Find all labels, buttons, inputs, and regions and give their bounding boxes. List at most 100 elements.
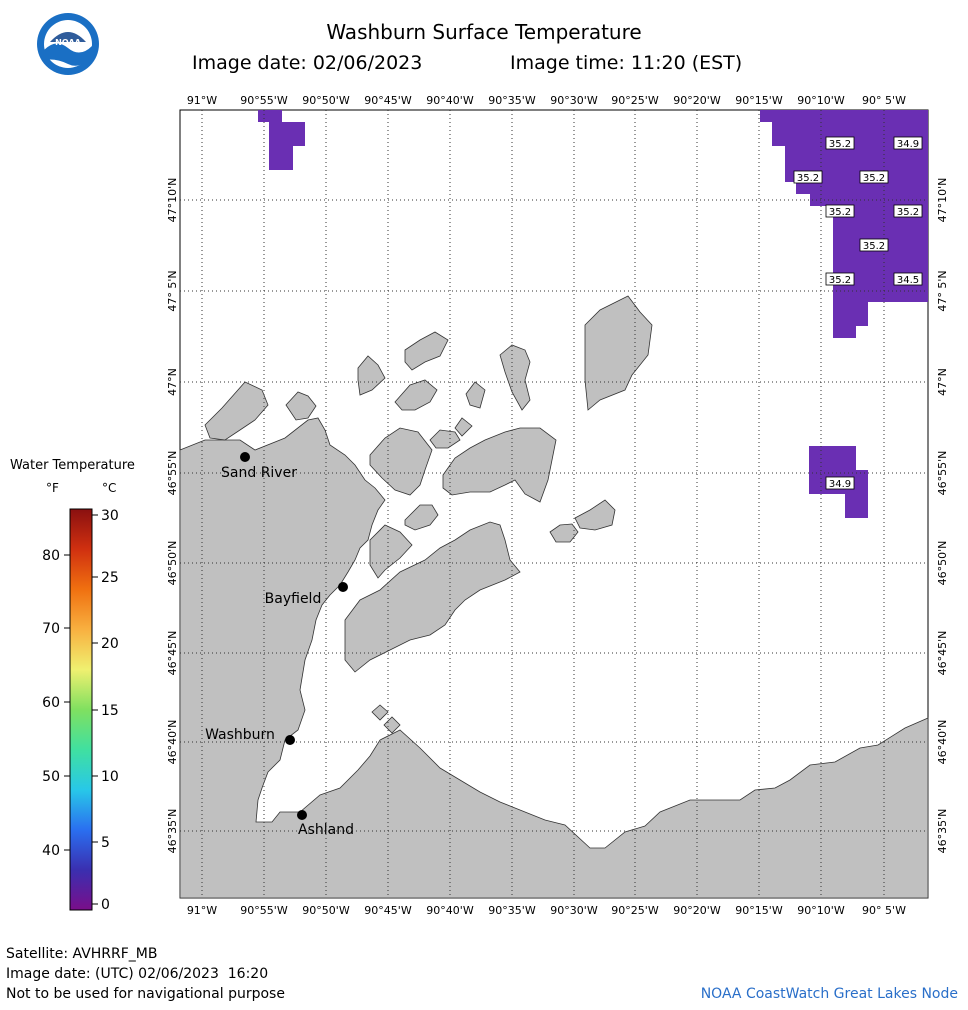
temperature-label: 35.2 xyxy=(825,204,855,218)
legend-f-tick: 50 xyxy=(42,769,60,785)
legend-f-tick: 70 xyxy=(42,621,60,637)
svg-text:35.2: 35.2 xyxy=(829,207,851,218)
logo-text: NOAA xyxy=(55,38,81,47)
lon-label: 91°W xyxy=(187,94,217,107)
lon-label: 90°45'W xyxy=(364,94,412,107)
latitude-labels-right: 47°10'N 47° 5'N 47°N 46°55'N 46°50'N 46°45'N 4… xyxy=(936,178,949,854)
lon-label: 90°30'W xyxy=(550,904,598,917)
lon-label: 91°W xyxy=(187,904,217,917)
lon-label: 90°25'W xyxy=(611,94,659,107)
lat-label: 47°N xyxy=(166,368,179,396)
svg-text:Ashland: Ashland xyxy=(298,822,354,838)
lat-label: 46°40'N xyxy=(166,720,179,765)
lat-label: 46°45'N xyxy=(936,631,949,676)
legend-f-tick: 80 xyxy=(42,548,60,564)
lat-label: 47°10'N xyxy=(936,178,949,223)
temperature-labels: 35.2 34.9 35.2 35.2 35.2 35.2 35.2 35.2 34.5 34.9 xyxy=(793,136,923,490)
lat-label: 46°50'N xyxy=(936,541,949,586)
city-bayfield: Bayfield xyxy=(265,582,348,607)
lon-label: 90°10'W xyxy=(797,94,845,107)
lon-label: 90°35'W xyxy=(488,94,536,107)
legend-c-tick: 20 xyxy=(101,636,119,652)
lon-label: 90°50'W xyxy=(302,904,350,917)
city-ashland: Ashland xyxy=(297,810,354,838)
temperature-label: 34.9 xyxy=(893,136,923,150)
svg-text:Bayfield: Bayfield xyxy=(265,591,322,607)
temperature-label: 35.2 xyxy=(793,170,823,184)
svg-text:34.9: 34.9 xyxy=(897,139,919,150)
temperature-label: 35.2 xyxy=(825,272,855,286)
lat-label: 46°35'N xyxy=(936,809,949,854)
legend-c-tick: 5 xyxy=(101,835,110,851)
temperature-label: 35.2 xyxy=(825,136,855,150)
lon-label: 90°45'W xyxy=(364,904,412,917)
svg-text:34.9: 34.9 xyxy=(829,479,851,490)
lat-lon-grid xyxy=(180,110,928,898)
satellite-label: Satellite: AVHRRF_MB xyxy=(6,946,158,962)
image-date-label: Image date: 02/06/2023 xyxy=(192,52,423,74)
lon-label: 90°30'W xyxy=(550,94,598,107)
lat-label: 46°40'N xyxy=(936,720,949,765)
lat-label: 47°N xyxy=(936,368,949,396)
svg-text:Washburn: Washburn xyxy=(205,727,275,743)
legend-colorbar xyxy=(69,508,93,911)
temperature-label: 35.2 xyxy=(893,204,923,218)
lat-label: 47° 5'N xyxy=(936,270,949,311)
lat-label: 46°35'N xyxy=(166,809,179,854)
legend-c-tick: 10 xyxy=(101,769,119,785)
lon-label: 90°55'W xyxy=(240,904,288,917)
legend-f-tick: 40 xyxy=(42,843,60,859)
lat-label: 46°45'N xyxy=(166,631,179,676)
svg-text:35.2: 35.2 xyxy=(863,241,885,252)
latitude-labels-left: 47°10'N 47° 5'N 47°N 46°55'N 46°50'N 46°45'N 4… xyxy=(166,178,179,854)
land-areas xyxy=(179,295,929,899)
lat-label: 46°50'N xyxy=(166,541,179,586)
svg-text:35.2: 35.2 xyxy=(863,173,885,184)
lon-label: 90°35'W xyxy=(488,904,536,917)
svg-text:35.2: 35.2 xyxy=(797,173,819,184)
lon-label: 90°15'W xyxy=(735,904,783,917)
utc-date-label: Image date: (UTC) 02/06/2023 16:20 xyxy=(6,966,269,982)
noaa-logo: NOAA xyxy=(37,13,99,75)
lon-label: 90°50'W xyxy=(302,94,350,107)
city-sand-river: Sand River xyxy=(221,452,297,481)
legend-title: Water Temperature xyxy=(10,458,135,473)
lon-label: 90°40'W xyxy=(426,904,474,917)
temperature-label: 34.9 xyxy=(825,476,855,490)
image-time-label: Image time: 11:20 (EST) xyxy=(510,52,743,74)
lon-label: 90°40'W xyxy=(426,94,474,107)
temperature-label: 34.5 xyxy=(893,272,923,286)
lat-label: 46°55'N xyxy=(166,451,179,496)
lon-label: 90°25'W xyxy=(611,904,659,917)
lon-label: 90°15'W xyxy=(735,94,783,107)
lat-label: 46°55'N xyxy=(936,451,949,496)
disclaimer-label: Not to be used for navigational purpose xyxy=(6,986,285,1002)
lon-label: 90°20'W xyxy=(673,94,721,107)
longitude-labels-top: 91°W 90°55'W 90°50'W 90°45'W 90°40'W 90°35'W 9… xyxy=(187,94,906,107)
svg-text:35.2: 35.2 xyxy=(829,275,851,286)
temperature-label: 35.2 xyxy=(859,238,889,252)
lon-label: 90° 5'W xyxy=(862,904,906,917)
lat-label: 47°10'N xyxy=(166,178,179,223)
svg-text:35.2: 35.2 xyxy=(829,139,851,150)
svg-text:Sand River: Sand River xyxy=(221,465,297,481)
lon-label: 90°20'W xyxy=(673,904,721,917)
longitude-labels-bottom: 91°W 90°55'W 90°50'W 90°45'W 90°40'W 90°35'W 9… xyxy=(187,904,906,917)
legend-unit-c: °C xyxy=(102,481,117,495)
legend-unit-f: °F xyxy=(46,481,59,495)
lon-label: 90°10'W xyxy=(797,904,845,917)
svg-text:35.2: 35.2 xyxy=(897,207,919,218)
legend-c-tick: 25 xyxy=(101,570,119,586)
city-washburn: Washburn xyxy=(205,727,295,745)
lat-label: 47° 5'N xyxy=(166,270,179,311)
svg-text:34.5: 34.5 xyxy=(897,275,919,286)
credit-label: NOAA CoastWatch Great Lakes Node xyxy=(700,986,958,1002)
lon-label: 90°55'W xyxy=(240,94,288,107)
legend-f-tick: 60 xyxy=(42,695,60,711)
temperature-label: 35.2 xyxy=(859,170,889,184)
map-title: Washburn Surface Temperature xyxy=(326,20,642,44)
mainland xyxy=(179,417,929,899)
legend-c-tick: 0 xyxy=(101,897,110,913)
